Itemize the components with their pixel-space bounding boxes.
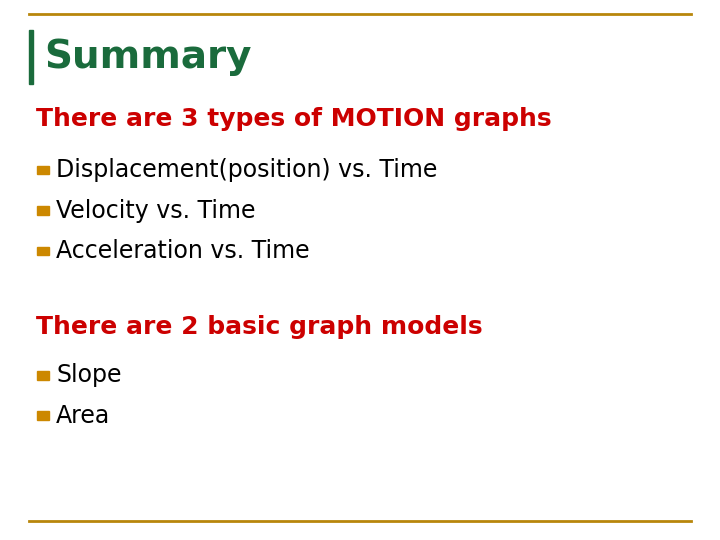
Text: Displacement(position) vs. Time: Displacement(position) vs. Time bbox=[56, 158, 438, 182]
Bar bbox=[37, 247, 49, 255]
Text: Velocity vs. Time: Velocity vs. Time bbox=[56, 199, 256, 222]
Bar bbox=[37, 371, 49, 380]
Text: There are 3 types of MOTION graphs: There are 3 types of MOTION graphs bbox=[36, 107, 552, 131]
Text: There are 2 basic graph models: There are 2 basic graph models bbox=[36, 315, 482, 339]
Text: Slope: Slope bbox=[56, 363, 122, 387]
Bar bbox=[29, 30, 33, 84]
Bar bbox=[37, 206, 49, 215]
Bar bbox=[37, 411, 49, 420]
Bar bbox=[37, 166, 49, 174]
Text: Acceleration vs. Time: Acceleration vs. Time bbox=[56, 239, 310, 263]
Text: Area: Area bbox=[56, 404, 110, 428]
Text: Summary: Summary bbox=[45, 38, 252, 76]
